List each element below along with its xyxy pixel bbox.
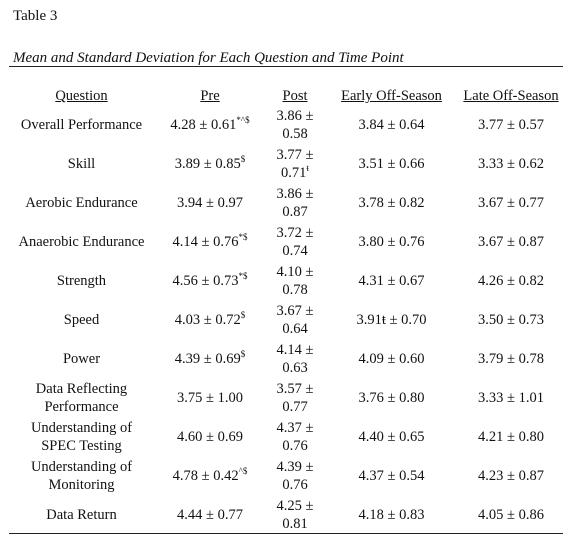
table-row: Understanding of SPEC Testing 4.60 ± 0.69… <box>9 417 563 456</box>
early-off-season-cell: 3.76 ± 0.80 <box>358 389 425 406</box>
table-row: Anaerobic Endurance 4.14 ± 0.76*$ 3.72 ± 0… <box>9 222 563 261</box>
significance-marker: *^$ <box>236 114 250 125</box>
pre-cell: 4.78 ± 0.42^$ <box>172 465 248 484</box>
late-off-season-cell: 3.33 ± 1.01 <box>478 389 544 406</box>
column-header-post: Post <box>282 88 308 104</box>
late-off-season-cell: 4.05 ± 0.86 <box>478 506 544 523</box>
header-row: Question Pre Post Early Off-Season Late … <box>9 67 563 105</box>
significance-marker: *$ <box>238 231 248 242</box>
early-off-season-cell: 4.18 ± 0.83 <box>358 506 425 523</box>
data-table: Question Pre Post Early Off-Season Late … <box>9 67 563 534</box>
pre-cell: 4.39 ± 0.69$ <box>174 348 246 367</box>
early-off-season-cell: 3.78 ± 0.82 <box>358 194 425 211</box>
early-off-season-cell: 3.51 ± 0.66 <box>358 155 425 172</box>
table-row: Data Return 4.44 ± 0.77 4.25 ± 0.81 4.18 ± … <box>9 495 563 534</box>
question-cell: Aerobic Endurance <box>25 194 138 211</box>
post-cell: 3.72 ± 0.74 <box>276 224 314 259</box>
late-off-season-cell: 3.77 ± 0.57 <box>478 116 544 133</box>
pre-cell: 4.56 ± 0.73*$ <box>172 270 248 289</box>
question-cell: Data Return <box>46 506 117 523</box>
question-cell: Skill <box>67 155 96 172</box>
pre-cell: 3.89 ± 0.85$ <box>174 153 246 172</box>
column-header-pre: Pre <box>200 88 220 104</box>
late-off-season-cell: 4.21 ± 0.80 <box>478 428 544 445</box>
pre-cell: 4.03 ± 0.72$ <box>174 309 246 328</box>
pre-cell: 4.44 ± 0.77 <box>177 506 243 523</box>
bottom-rule <box>9 533 563 534</box>
pre-cell: 4.14 ± 0.76*$ <box>172 231 248 250</box>
post-cell: 4.25 ± 0.81 <box>276 497 314 532</box>
post-cell: 4.10 ± 0.78 <box>276 263 314 298</box>
significance-marker: ^$ <box>238 465 248 476</box>
pre-cell: 4.28 ± 0.61*^$ <box>170 114 250 133</box>
post-cell: 3.86 ± 0.87 <box>276 185 314 220</box>
late-off-season-cell: 3.50 ± 0.73 <box>478 311 544 328</box>
table-row: Power 4.39 ± 0.69$ 4.14 ± 0.63 4.09 ± 0.60 3… <box>9 339 563 378</box>
table-row: Strength 4.56 ± 0.73*$ 4.10 ± 0.78 4.31 ± 0… <box>9 261 563 300</box>
late-off-season-cell: 3.67 ± 0.87 <box>478 233 544 250</box>
late-off-season-cell: 3.67 ± 0.77 <box>478 194 544 211</box>
table-row: Skill 3.89 ± 0.85$ 3.77 ± 0.71ŧ 3.51 ± 0.66… <box>9 144 563 183</box>
top-rule <box>9 66 563 67</box>
post-cell: 3.86 ± 0.58 <box>276 107 314 142</box>
table-row: Overall Performance 4.28 ± 0.61*^$ 3.86 ± … <box>9 105 563 144</box>
table-row: Aerobic Endurance 3.94 ± 0.97 3.86 ± 0.87 3… <box>9 183 563 222</box>
late-off-season-cell: 4.23 ± 0.87 <box>478 467 544 484</box>
significance-marker: *$ <box>238 270 248 281</box>
early-off-season-cell: 4.40 ± 0.65 <box>358 428 425 445</box>
post-cell: 3.57 ± 0.77 <box>276 380 314 415</box>
question-cell: Understanding of Monitoring <box>30 458 133 493</box>
post-cell: 4.37 ± 0.76 <box>276 419 314 454</box>
early-off-season-cell: 3.91ŧ ± 0.70 <box>356 311 427 328</box>
question-cell: Anaerobic Endurance <box>18 233 145 250</box>
table-row: Speed 4.03 ± 0.72$ 3.67 ± 0.64 3.91ŧ ± 0.70… <box>9 300 563 339</box>
pre-cell: 4.60 ± 0.69 <box>177 428 243 445</box>
post-cell: 4.39 ± 0.76 <box>276 458 314 493</box>
table-label: Table 3 <box>13 8 58 24</box>
early-off-season-cell: 3.84 ± 0.64 <box>358 116 425 133</box>
post-cell: 3.67 ± 0.64 <box>276 302 314 337</box>
pre-cell: 3.94 ± 0.97 <box>177 194 243 211</box>
question-cell: Overall Performance <box>20 116 143 133</box>
early-off-season-cell: 4.09 ± 0.60 <box>358 350 425 367</box>
table-title: Mean and Standard Deviation for Each Que… <box>13 50 404 66</box>
early-off-season-cell: 3.80 ± 0.76 <box>358 233 425 250</box>
pre-cell: 3.75 ± 1.00 <box>177 389 243 406</box>
early-off-season-cell: 4.37 ± 0.54 <box>358 467 425 484</box>
column-header-question: Question <box>55 88 108 104</box>
table-row: Understanding of Monitoring 4.78 ± 0.42^$… <box>9 456 563 495</box>
significance-marker: ŧ <box>306 162 309 173</box>
question-cell: Speed <box>63 311 100 328</box>
late-off-season-cell: 3.33 ± 0.62 <box>478 155 544 172</box>
significance-marker: $ <box>240 153 246 164</box>
post-cell: 4.14 ± 0.63 <box>276 341 314 376</box>
late-off-season-cell: 3.79 ± 0.78 <box>478 350 544 367</box>
question-cell: Power <box>62 350 101 367</box>
table-row: Data Reflecting Performance 3.75 ± 1.00 3.… <box>9 378 563 417</box>
significance-marker: $ <box>240 309 246 320</box>
column-header-late-off-season: Late Off-Season <box>463 88 559 104</box>
post-cell: 3.77 ± 0.71ŧ <box>276 146 314 181</box>
early-off-season-cell: 4.31 ± 0.67 <box>358 272 425 289</box>
question-cell: Understanding of SPEC Testing <box>30 419 133 454</box>
question-cell: Data Reflecting Performance <box>35 380 128 415</box>
column-header-early-off-season: Early Off-Season <box>341 88 442 104</box>
question-cell: Strength <box>56 272 107 289</box>
significance-marker: $ <box>240 348 246 359</box>
late-off-season-cell: 4.26 ± 0.82 <box>478 272 544 289</box>
